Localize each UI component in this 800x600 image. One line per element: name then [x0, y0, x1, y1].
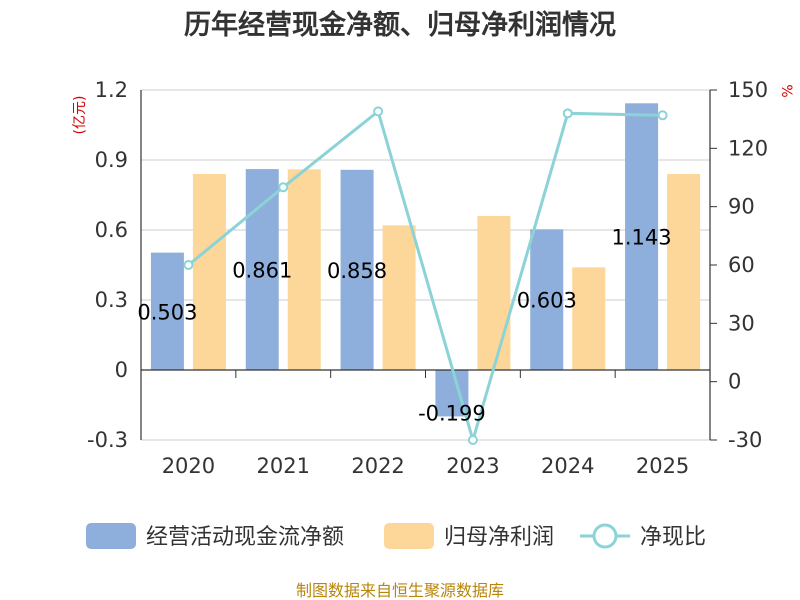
cashflow-bar — [625, 103, 659, 371]
left-tick-label: 0 — [115, 358, 128, 382]
data-label-layer: 0.503 0.861 0.858 -0.199 0.603 1.143 — [137, 226, 671, 426]
x-tick-label: 2023 — [446, 454, 499, 478]
net-cash-ratio-point — [183, 260, 194, 270]
legend-label: 经营活动现金流净额 — [146, 525, 344, 550]
x-tick-label: 2021 — [257, 454, 310, 478]
legend-label: 净现比 — [640, 525, 706, 550]
left-tick-label: 1.2 — [95, 78, 128, 102]
legend-swatch — [384, 523, 434, 549]
legend-swatch — [86, 523, 136, 549]
right-tick-label: 150 — [728, 78, 768, 102]
right-tick-label: 30 — [728, 311, 755, 335]
axis-layer: -0.3 0 0.3 0.6 0.9 1.2 -30 0 30 60 90 120 150 2020 202… — [87, 78, 768, 478]
left-tick-label: 0.9 — [95, 148, 128, 172]
data-source: 制图数据来自恒生聚源数据库 — [296, 581, 504, 600]
cashflow-data-label: -0.199 — [418, 401, 486, 425]
legend-marker — [592, 523, 618, 549]
left-tick-label: -0.3 — [87, 428, 128, 452]
net-profit-bar — [287, 169, 321, 370]
net-cash-ratio-point — [657, 110, 668, 121]
x-tick-label: 2025 — [636, 454, 689, 478]
cashflow-data-label: 1.143 — [612, 226, 672, 250]
net-cash-ratio-point — [467, 435, 478, 445]
right-tick-label: 60 — [728, 253, 755, 277]
legend: 经营活动现金流净额 归母净利润 净现比 — [86, 523, 706, 550]
bar-layer — [150, 103, 701, 417]
cashflow-data-label: 0.603 — [517, 289, 577, 313]
left-tick-label: 0.6 — [95, 218, 128, 242]
legend-label: 归母净利润 — [444, 525, 554, 550]
net-profit-bar — [477, 216, 511, 370]
cashflow-data-label: 0.858 — [327, 259, 387, 283]
cashflow-data-label: 0.503 — [137, 300, 197, 324]
right-axis-unit: % — [778, 84, 794, 97]
x-tick-label: 2024 — [541, 454, 594, 478]
net-cash-ratio-line — [187, 108, 663, 446]
net-profit-bar — [382, 225, 416, 370]
cashflow-data-label: 0.861 — [232, 259, 292, 283]
chart-title: 历年经营现金净额、归母净利润情况 — [184, 9, 616, 41]
left-axis-unit: (亿元) — [72, 96, 88, 135]
net-cash-ratio-point — [373, 106, 384, 117]
left-tick-label: 0.3 — [95, 288, 128, 312]
net-cash-ratio-point — [562, 108, 573, 119]
cashflow-bar — [530, 229, 564, 370]
line-layer — [183, 106, 668, 446]
right-tick-label: 0 — [728, 370, 741, 394]
net-profit-bar — [192, 174, 226, 370]
net-profit-bar — [667, 174, 701, 370]
cashflow-bar — [150, 252, 184, 370]
right-tick-label: -30 — [728, 428, 762, 452]
right-tick-label: 120 — [728, 136, 768, 160]
grid-layer — [141, 89, 710, 441]
x-tick-label: 2022 — [351, 454, 404, 478]
net-cash-ratio-point — [278, 182, 289, 193]
cashflow-bar — [340, 169, 374, 370]
x-tick-label: 2020 — [162, 454, 215, 478]
right-tick-label: 90 — [728, 195, 755, 219]
net-profit-bar — [572, 267, 606, 370]
